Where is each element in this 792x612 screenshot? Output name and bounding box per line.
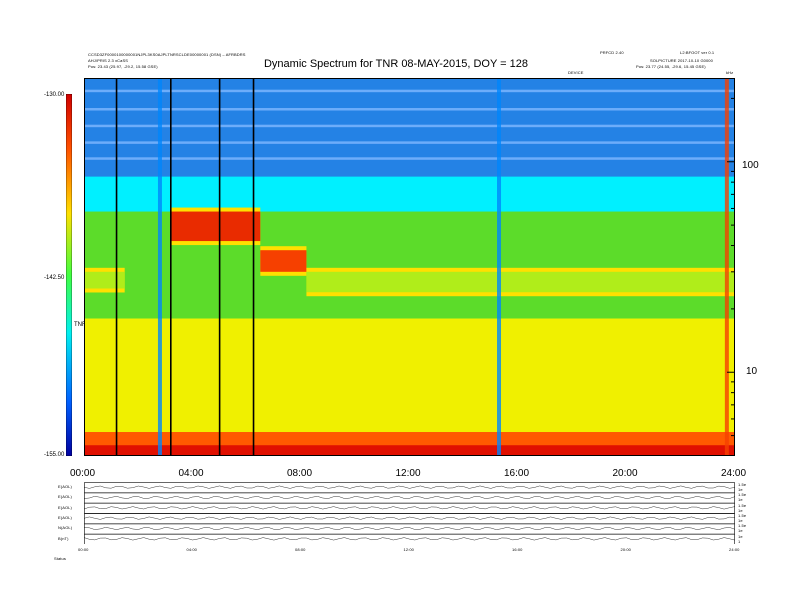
plasma-line-band: [306, 271, 735, 293]
chart-title: Dynamic Spectrum for TNR 08-MAY-2015, DO…: [263, 58, 528, 70]
line-panels: [84, 482, 735, 544]
high-frequency-band: [84, 78, 735, 177]
line-panel-trace: [84, 485, 735, 489]
plasma-line-band: [170, 211, 261, 242]
time-tick-label: 12:00: [395, 468, 421, 479]
line-panel-right-tick: 1e: [738, 487, 743, 492]
line-panel-frame: [84, 492, 735, 504]
line-panel-frame: [84, 502, 735, 514]
line-panel-trace: [84, 506, 735, 510]
line-panel-right-tick: 1e: [738, 518, 743, 523]
plasma-line-band: [84, 271, 125, 289]
colorbar-label: TNR: [74, 322, 87, 328]
header-info-line-2: AHJ/PRIS 2.3 xCaSS: [88, 58, 129, 63]
frequency-stripe: [84, 89, 735, 93]
line-panel-trace: [84, 527, 735, 530]
freq-tick-100: 100: [742, 160, 759, 171]
data-gap-line: [218, 78, 221, 456]
header-right-tag: PRFCD 2.40: [600, 50, 624, 55]
dynamic-spectrum-plot: [84, 78, 735, 456]
line-panel-label: E(AOL): [58, 515, 72, 520]
line-panel-trace: [84, 516, 735, 520]
time-tick-label: 20:00: [612, 468, 638, 479]
frequency-stripe: [84, 157, 735, 160]
burst-streak: [724, 78, 729, 456]
header-position-left: Pos: 23.43 (25.97, -29.2, 15.58 GSE): [88, 64, 158, 69]
status-row-label: Status: [54, 556, 66, 561]
header-version: L2:BFOOT ver 0.1: [680, 50, 715, 55]
line-panel-right-tick: 1e: [738, 528, 743, 534]
spectrum-frame: [84, 78, 735, 456]
panel-time-label: 00:00: [78, 547, 89, 552]
line-panel-right-tick: 1.5e: [738, 523, 747, 529]
line-panel-right-tick: 1.5e: [738, 482, 747, 487]
header-picture-id: SOLPICTURE 2017-10-10 G0000: [650, 58, 713, 63]
plasma-line-band: [260, 250, 307, 272]
colorbar-tick-mid: -142.50: [44, 275, 65, 281]
line-panel-label: E(AOL): [58, 484, 72, 489]
line-panel-frame: [84, 533, 735, 544]
time-tick-label: 16:00: [504, 468, 530, 479]
panel-time-label: 20:00: [620, 547, 632, 552]
line-panel-right-tick: 1.5e: [738, 492, 747, 498]
colorbar-tick-top: -130.00: [44, 92, 65, 98]
line-panel-label: E(AOL): [58, 504, 72, 510]
time-tick-label: 04:00: [178, 468, 204, 479]
line-panel-right-tick: 1e: [738, 497, 743, 503]
panel-time-label: 24:00: [729, 547, 740, 552]
frequency-stripe: [84, 141, 735, 144]
line-panel-right-tick: 1e: [738, 533, 743, 539]
panel-time-label: 12:00: [403, 547, 415, 552]
freq-unit-label: kHz: [726, 70, 734, 75]
header-position-right: Pos: 23.77 (24.55, -29.6, 15.45 GSE): [636, 64, 706, 69]
data-gap-line: [170, 78, 172, 456]
data-gap-line: [252, 78, 255, 456]
line-panel-right-tick: 1: [738, 538, 741, 544]
line-panel-frame: [84, 523, 735, 535]
low-frequency-floor-red: [84, 445, 735, 456]
burst-streak: [497, 78, 502, 456]
frequency-stripe: [84, 108, 735, 111]
line-panel-frame: [84, 482, 735, 494]
frequency-stripe: [84, 124, 735, 128]
time-tick-label: 24:00: [721, 468, 747, 479]
panel-time-label: 04:00: [186, 547, 198, 552]
colorbar-tick-bottom: -155.00: [44, 452, 65, 458]
line-panel-label: E(AOL): [58, 494, 72, 500]
line-panel-right-tick: 1.5e: [738, 502, 747, 508]
header-info-line-1: CCSD3ZF0000100000001NJPL3KS0AJPLTNRSCLDE…: [88, 52, 246, 57]
line-panel-trace: [84, 496, 735, 499]
line-panel-trace: [84, 537, 735, 541]
freq-tick-10: 10: [746, 366, 758, 377]
data-gap-line: [115, 78, 118, 456]
line-panel-label: B(nT): [58, 535, 69, 541]
time-tick-label: 08:00: [287, 468, 313, 479]
colorbar: [66, 94, 72, 456]
panel-time-label: 16:00: [512, 547, 523, 552]
burst-streak: [157, 78, 162, 456]
line-panel-label: N(AOL): [58, 525, 73, 531]
header-device-label: DEVICE: [568, 70, 584, 75]
time-tick-label: 00:00: [70, 468, 96, 479]
line-panel-right-tick: 1.5e: [738, 513, 747, 518]
line-panel-right-tick: 1e: [738, 507, 743, 513]
panel-time-label: 08:00: [295, 547, 306, 552]
